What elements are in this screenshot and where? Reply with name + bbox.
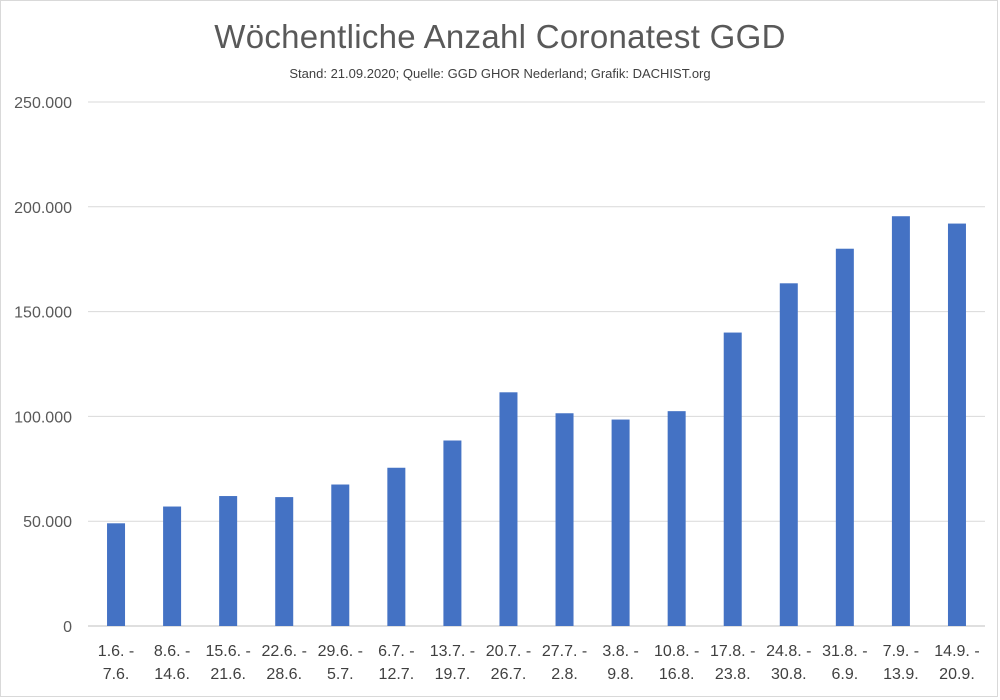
x-tick-label: 29.6. -: [318, 643, 363, 660]
y-tick-label: 0: [63, 619, 72, 636]
x-tick-label: 15.6. -: [205, 643, 250, 660]
bar: [499, 392, 518, 626]
bar: [723, 332, 742, 626]
bar: [387, 467, 406, 626]
x-tick-label: 23.8.: [715, 666, 751, 683]
bar: [163, 506, 182, 626]
chart-subtitle: Stand: 21.09.2020; Quelle: GGD GHOR Nede…: [289, 66, 711, 81]
x-tick-label: 10.8. -: [654, 643, 699, 660]
y-tick-label: 150.000: [14, 305, 72, 322]
x-tick-label: 14.9. -: [934, 643, 979, 660]
x-tick-label: 21.6.: [210, 666, 246, 683]
y-tick-label: 100.000: [14, 409, 72, 426]
x-tick-label: 13.7. -: [430, 643, 475, 660]
x-tick-label: 28.6.: [266, 666, 302, 683]
bar: [331, 484, 350, 626]
x-tick-label: 6.9.: [832, 666, 859, 683]
bar: [779, 283, 798, 626]
x-tick-label: 12.7.: [379, 666, 415, 683]
x-tick-label: 16.8.: [659, 666, 695, 683]
x-tick-label: 26.7.: [491, 666, 527, 683]
x-tick-label: 22.6. -: [262, 643, 307, 660]
x-tick-label: 2.8.: [551, 666, 578, 683]
x-tick-label: 30.8.: [771, 666, 807, 683]
x-tick-label: 5.7.: [327, 666, 354, 683]
x-tick-label: 9.8.: [607, 666, 634, 683]
x-tick-label: 31.8. -: [822, 643, 867, 660]
x-tick-label: 3.8. -: [602, 643, 638, 660]
x-tick-label: 6.7. -: [378, 643, 414, 660]
x-tick-label: 27.7. -: [542, 643, 587, 660]
bar: [443, 440, 462, 626]
bar: [667, 411, 686, 626]
x-tick-label: 20.9.: [939, 666, 975, 683]
bar: [835, 248, 854, 626]
bar: [275, 497, 294, 626]
x-tick-label: 14.6.: [154, 666, 190, 683]
bar: [891, 216, 910, 626]
x-tick-label: 19.7.: [435, 666, 471, 683]
y-tick-label: 200.000: [14, 200, 72, 217]
bar: [555, 413, 574, 626]
y-tick-label: 50.000: [23, 514, 72, 531]
bar: [107, 523, 126, 626]
x-tick-label: 24.8. -: [766, 643, 811, 660]
chart-title: Wöchentliche Anzahl Coronatest GGD: [214, 18, 786, 55]
x-tick-label: 13.9.: [883, 666, 919, 683]
x-tick-label: 20.7. -: [486, 643, 531, 660]
x-tick-label: 17.8. -: [710, 643, 755, 660]
x-tick-label: 8.6. -: [154, 643, 190, 660]
bar: [219, 496, 238, 626]
x-tick-label: 7.6.: [103, 666, 130, 683]
bar: [611, 419, 630, 626]
y-tick-label: 250.000: [14, 95, 72, 112]
x-tick-label: 1.6. -: [98, 643, 134, 660]
x-tick-label: 7.9. -: [883, 643, 919, 660]
bar: [947, 223, 966, 626]
